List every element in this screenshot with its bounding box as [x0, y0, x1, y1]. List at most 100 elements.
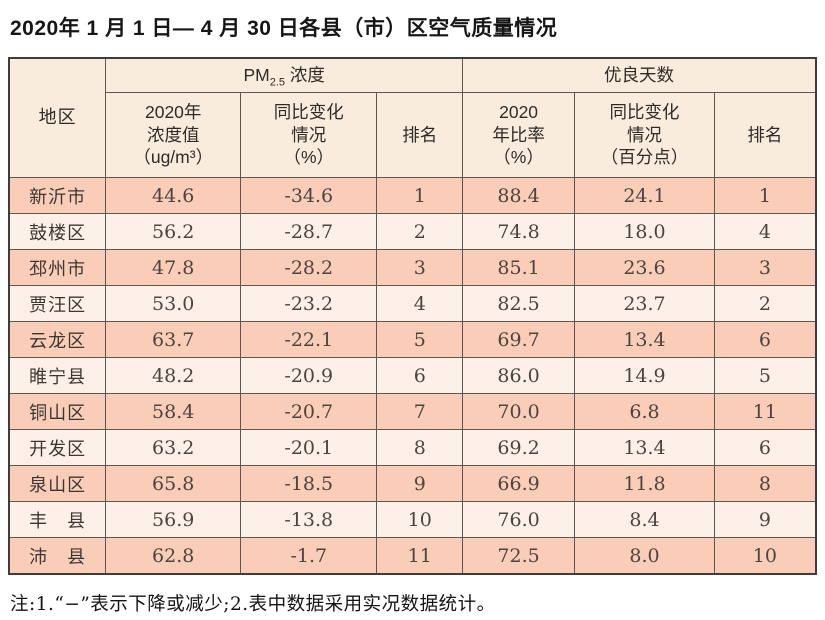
good-rank-cell: 6: [713, 429, 817, 466]
good-rate-cell: 88.4: [461, 177, 576, 214]
table-row: 睢宁县 48.2 -20.9 6 86.0 14.9 5: [8, 357, 817, 394]
pm-change-cell: -18.5: [240, 465, 378, 502]
pm-change-cell: -20.7: [240, 393, 378, 430]
region-cell: 鼓楼区: [8, 213, 107, 250]
pm25-label-subscript: 2.5: [269, 76, 285, 89]
good-change-cell: 18.0: [574, 213, 715, 250]
pm25-label-prefix: PM: [243, 65, 270, 86]
header-group-pm25: PM2.5 浓度: [105, 57, 463, 93]
air-quality-table: 地区 PM2.5 浓度 优良天数 2020年 浓度值 （ug/m³） 同比变化 …: [8, 57, 817, 575]
good-change-cell: 23.7: [574, 285, 715, 322]
pm-change-cell: -1.7: [240, 537, 378, 575]
good-rank-cell: 4: [713, 213, 817, 250]
header-group-row: 地区 PM2.5 浓度 优良天数: [8, 57, 817, 178]
good-rank-cell: 2: [713, 285, 817, 322]
pm25-label-suffix: 浓度: [285, 65, 325, 86]
pm-rank-cell: 8: [376, 429, 463, 466]
good-rank-cell: 3: [713, 249, 817, 286]
header-region: 地区: [8, 57, 107, 178]
table-header: 地区 PM2.5 浓度 优良天数 2020年 浓度值 （ug/m³） 同比变化 …: [8, 57, 817, 178]
pm-rank-cell: 4: [376, 285, 463, 322]
table-row: 新沂市 44.6 -34.6 1 88.4 24.1 1: [8, 177, 817, 214]
pm-change-cell: -20.9: [240, 357, 378, 394]
header-good-rate: 2020 年比率 （%）: [461, 92, 576, 178]
region-cell: 邳州市: [8, 249, 107, 286]
pm-rank-cell: 11: [376, 537, 463, 575]
good-change-cell: 14.9: [574, 357, 715, 394]
table-row: 邳州市 47.8 -28.2 3 85.1 23.6 3: [8, 249, 817, 286]
good-change-cell: 13.4: [574, 321, 715, 358]
pm-concentration-cell: 53.0: [105, 285, 242, 322]
pm-rank-cell: 9: [376, 465, 463, 502]
table-row: 沛 县 62.8 -1.7 11 72.5 8.0 10: [8, 537, 817, 575]
table-row: 丰 县 56.9 -13.8 10 76.0 8.4 9: [8, 501, 817, 538]
table-row: 鼓楼区 56.2 -28.7 2 74.8 18.0 4: [8, 213, 817, 250]
header-group-good-days: 优良天数: [462, 57, 817, 93]
header-good-rank: 排名: [713, 92, 817, 178]
region-cell: 开发区: [8, 429, 107, 466]
region-cell: 丰 县: [8, 501, 107, 538]
good-rank-cell: 1: [713, 177, 817, 214]
header-pm-change: 同比变化 情况 （%）: [240, 92, 378, 178]
pm-concentration-cell: 65.8: [105, 465, 242, 502]
pm-change-cell: -22.1: [240, 321, 378, 358]
pm-rank-cell: 3: [376, 249, 463, 286]
footnote: 注:1.“−”表示下降或减少;2.表中数据采用实况数据统计。: [10, 594, 496, 615]
pm-change-cell: -34.6: [240, 177, 378, 214]
pm-concentration-cell: 56.9: [105, 501, 242, 538]
pm-concentration-cell: 47.8: [105, 249, 242, 286]
good-change-cell: 24.1: [574, 177, 715, 214]
good-change-cell: 8.0: [574, 537, 715, 575]
good-rate-cell: 69.2: [461, 429, 576, 466]
pm-rank-cell: 5: [376, 321, 463, 358]
pm-concentration-cell: 63.7: [105, 321, 242, 358]
table-body: 新沂市 44.6 -34.6 1 88.4 24.1 1 鼓楼区 56.2 -2…: [8, 177, 817, 575]
header-sub-row: 2020年 浓度值 （ug/m³） 同比变化 情况 （%） 排名 2020 年比…: [9, 92, 817, 178]
pm-concentration-cell: 48.2: [105, 357, 242, 394]
pm-concentration-cell: 58.4: [105, 393, 242, 430]
pm-rank-cell: 1: [376, 177, 463, 214]
header-pm-rank: 排名: [376, 92, 463, 178]
pm-concentration-cell: 62.8: [105, 537, 242, 575]
region-cell: 新沂市: [8, 177, 107, 214]
region-cell: 贾汪区: [8, 285, 107, 322]
good-change-cell: 6.8: [574, 393, 715, 430]
region-cell: 云龙区: [8, 321, 107, 358]
good-rank-cell: 9: [713, 501, 817, 538]
pm-change-cell: -28.7: [240, 213, 378, 250]
header-good-change: 同比变化 情况 （百分点）: [574, 92, 715, 178]
region-cell: 铜山区: [8, 393, 107, 430]
good-rate-cell: 82.5: [461, 285, 576, 322]
pm-rank-cell: 7: [376, 393, 463, 430]
good-rate-cell: 85.1: [461, 249, 576, 286]
pm-change-cell: -23.2: [240, 285, 378, 322]
good-rate-cell: 72.5: [461, 537, 576, 575]
region-cell: 沛 县: [8, 537, 107, 575]
good-rank-cell: 11: [713, 393, 817, 430]
pm-concentration-cell: 63.2: [105, 429, 242, 466]
pm-rank-cell: 10: [376, 501, 463, 538]
pm-concentration-cell: 44.6: [105, 177, 242, 214]
good-rank-cell: 10: [713, 537, 817, 575]
table-row: 贾汪区 53.0 -23.2 4 82.5 23.7 2: [8, 285, 817, 322]
good-change-cell: 23.6: [574, 249, 715, 286]
table-row: 开发区 63.2 -20.1 8 69.2 13.4 6: [8, 429, 817, 466]
good-rate-cell: 86.0: [461, 357, 576, 394]
page-title: 2020年 1 月 1 日— 4 月 30 日各县（市）区空气质量情况: [10, 17, 558, 40]
pm-change-cell: -13.8: [240, 501, 378, 538]
pm-change-cell: -28.2: [240, 249, 378, 286]
good-rate-cell: 70.0: [461, 393, 576, 430]
pm-concentration-cell: 56.2: [105, 213, 242, 250]
good-rate-cell: 74.8: [461, 213, 576, 250]
good-rank-cell: 8: [713, 465, 817, 502]
table-row: 铜山区 58.4 -20.7 7 70.0 6.8 11: [8, 393, 817, 430]
good-rank-cell: 5: [713, 357, 817, 394]
pm-rank-cell: 2: [376, 213, 463, 250]
table-row: 泉山区 65.8 -18.5 9 66.9 11.8 8: [8, 465, 817, 502]
good-rate-cell: 69.7: [461, 321, 576, 358]
table-row: 云龙区 63.7 -22.1 5 69.7 13.4 6: [8, 321, 817, 358]
region-cell: 泉山区: [8, 465, 107, 502]
good-change-cell: 13.4: [574, 429, 715, 466]
good-rate-cell: 66.9: [461, 465, 576, 502]
